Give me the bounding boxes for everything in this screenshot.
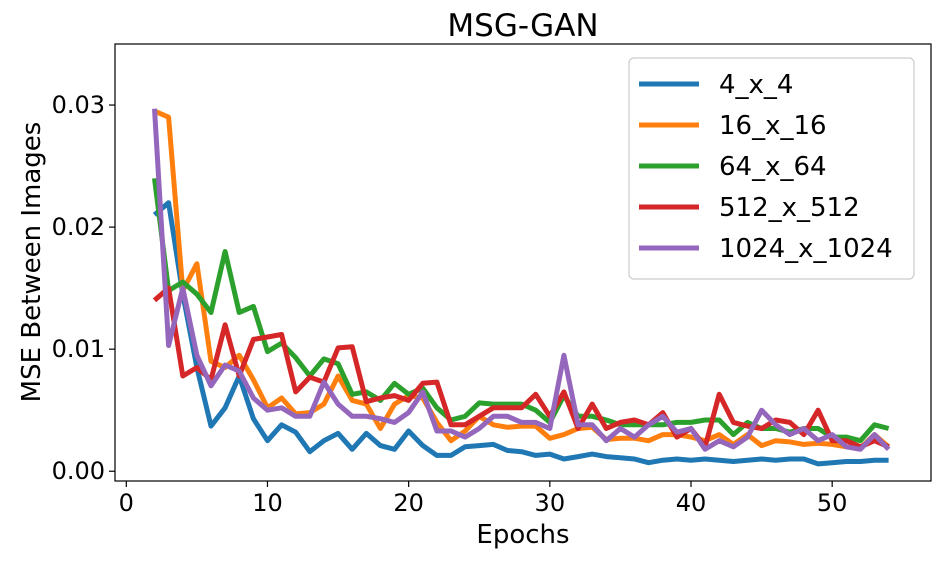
legend-label: 16_x_16 <box>719 111 827 141</box>
chart-title: MSG-GAN <box>447 8 598 44</box>
legend: 4_x_4 16_x_16 64_x_64 512_x_512 1024_x_1024 <box>628 57 915 280</box>
y-tick-label: 0.03 <box>52 91 105 119</box>
x-tick-label: 30 <box>535 489 566 517</box>
series-lines <box>152 108 891 467</box>
legend-label: 4_x_4 <box>719 70 793 100</box>
series-line-512_x_512 <box>152 285 890 450</box>
series-line-1024_x_1024 <box>152 108 891 452</box>
legend-label: 1024_x_1024 <box>719 234 893 264</box>
series-line-4_x_4 <box>152 200 889 467</box>
x-axis-label: Epochs <box>476 520 569 550</box>
x-tick-label: 0 <box>119 489 134 517</box>
y-axis-label: MSE Between Images <box>17 122 47 403</box>
legend-box <box>628 57 915 280</box>
axis-ticks: 0 10 20 30 40 50 0.00 0.01 0.02 0.03 <box>52 91 848 517</box>
legend-label: 512_x_512 <box>719 193 860 223</box>
x-tick-label: 20 <box>393 489 424 517</box>
legend-label: 64_x_64 <box>719 152 827 182</box>
y-tick-label: 0.01 <box>52 335 105 363</box>
x-tick-label: 10 <box>252 489 283 517</box>
y-tick-label: 0.02 <box>52 213 105 241</box>
x-tick-label: 50 <box>817 489 848 517</box>
series-line-16_x_16 <box>153 108 891 451</box>
y-tick-label: 0.00 <box>52 457 105 485</box>
x-tick-label: 40 <box>676 489 707 517</box>
plot-frame <box>114 43 932 482</box>
